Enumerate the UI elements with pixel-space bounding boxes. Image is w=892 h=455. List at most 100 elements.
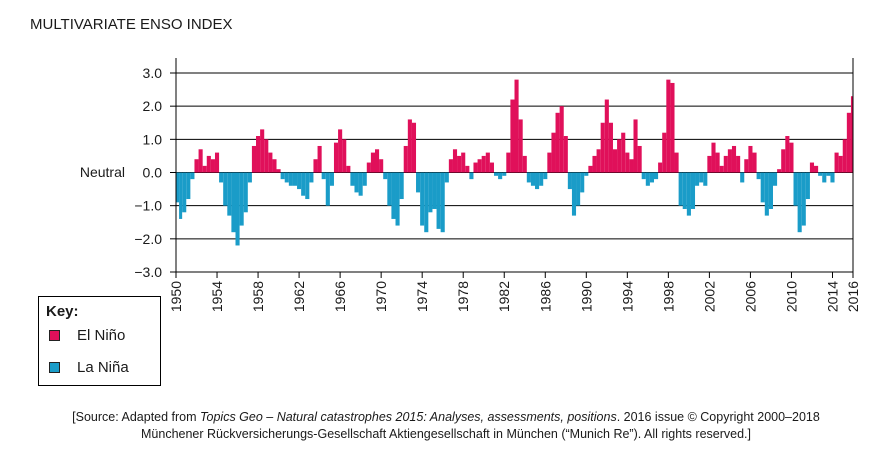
el-nino-bar — [510, 99, 515, 173]
la-nina-bar — [645, 172, 650, 186]
la-nina-bar — [686, 172, 691, 216]
x-tick-label: 1950 — [168, 281, 184, 312]
axes — [170, 58, 854, 278]
el-nino-bar — [547, 152, 552, 173]
el-nino-bar — [342, 139, 347, 173]
el-nino-bar — [485, 152, 490, 173]
el-nino-bar — [260, 129, 265, 173]
el-nino-bar — [834, 152, 839, 173]
el-nino-bar — [789, 142, 794, 173]
la-nina-bar — [395, 172, 400, 226]
el-nino-bar — [407, 119, 412, 173]
x-tick-label: 2010 — [783, 281, 799, 312]
la-nina-bar — [190, 172, 195, 180]
la-nina-bar — [641, 172, 646, 180]
la-nina-bar — [801, 172, 806, 226]
el-nino-bar — [338, 129, 343, 173]
el-nino-bar — [198, 149, 203, 173]
la-nina-bar — [530, 172, 536, 186]
el-nino-bar — [617, 139, 622, 173]
x-tick-label: 1998 — [660, 281, 676, 312]
y-tick-label: −1.0 — [134, 198, 162, 214]
el-nino-bar — [633, 119, 638, 173]
la-nina-swatch — [49, 362, 60, 373]
el-nino-bar — [214, 152, 220, 173]
la-nina-bar — [383, 172, 388, 180]
el-nino-bar — [629, 159, 634, 173]
el-nino-bar — [731, 145, 737, 173]
el-nino-bar — [210, 159, 215, 173]
la-nina-bar — [567, 172, 572, 190]
la-nina-bar — [297, 172, 302, 190]
el-nino-bar — [457, 155, 462, 173]
la-nina-bar — [469, 172, 474, 180]
el-nino-bar — [206, 155, 211, 173]
la-nina-bar — [321, 172, 326, 180]
legend-item-el-nino: El Niño — [49, 327, 125, 344]
la-nina-bar — [223, 172, 228, 206]
la-nina-bar — [309, 172, 314, 183]
el-nino-bar — [481, 155, 486, 173]
el-nino-bar — [276, 169, 281, 173]
la-nina-bar — [219, 172, 224, 183]
el-nino-bar — [625, 152, 630, 173]
y-tick-label: 3.0 — [143, 65, 163, 81]
x-tick-label: 2014 — [824, 281, 840, 312]
la-nina-bar — [695, 172, 700, 186]
la-nina-bar — [768, 172, 773, 209]
la-nina-bar — [580, 172, 585, 193]
la-nina-bar — [305, 172, 310, 200]
x-tick-label: 1978 — [455, 281, 471, 312]
el-nino-bar — [777, 169, 782, 173]
la-nina-bar — [535, 172, 540, 190]
el-nino-bar — [411, 122, 417, 173]
el-nino-bar — [719, 165, 724, 173]
el-nino-bar — [272, 159, 277, 173]
el-nino-bar — [785, 136, 790, 173]
el-nino-bar — [637, 145, 642, 173]
la-nina-bar — [179, 172, 183, 219]
x-tick-label: 1970 — [373, 281, 389, 312]
el-nino-bar — [317, 145, 322, 173]
source-line-2: Münchener Rückversicherungs-Gesellschaft… — [141, 427, 751, 441]
la-nina-bar — [280, 172, 285, 180]
la-nina-bar — [699, 172, 704, 183]
la-nina-bar — [772, 172, 778, 186]
x-tick-label: 1958 — [250, 281, 266, 312]
legend-title: Key: — [46, 303, 79, 320]
la-nina-bar — [239, 172, 244, 226]
neutral-label: Neutral — [80, 164, 125, 180]
el-nino-bar — [588, 165, 593, 173]
el-nino-bar — [809, 162, 815, 173]
el-nino-bar — [748, 145, 753, 173]
source-line-1: [Source: Adapted from Topics Geo – Natur… — [72, 410, 820, 424]
la-nina-bar — [182, 172, 187, 213]
x-tick-label: 1994 — [619, 281, 635, 312]
el-nino-bar — [604, 99, 609, 173]
el-nino-bar — [403, 145, 408, 173]
el-nino-bar — [522, 155, 527, 173]
la-nina-bar — [543, 172, 548, 180]
la-nina-bar — [288, 172, 293, 186]
la-nina-bar — [654, 172, 659, 180]
el-nino-bar — [251, 145, 257, 173]
el-nino-bar — [814, 165, 819, 173]
legend-label-el-nino: El Niño — [77, 327, 126, 344]
el-nino-bar — [612, 149, 618, 173]
la-nina-bar — [440, 172, 445, 233]
la-nina-bar — [247, 172, 252, 183]
la-nina-bar — [576, 172, 581, 206]
el-nino-bar — [744, 159, 749, 173]
el-nino-bar — [711, 142, 716, 173]
la-nina-bar — [350, 172, 355, 186]
x-tick-label: 1982 — [496, 281, 512, 312]
legend: Key: El Niño La Niña — [38, 296, 161, 386]
el-nino-bar — [715, 152, 720, 173]
el-nino-bar — [596, 149, 601, 173]
la-nina-bar — [818, 172, 823, 176]
el-nino-bar — [256, 136, 261, 173]
el-nino-bar — [600, 122, 605, 173]
el-nino-bar — [559, 106, 564, 173]
el-nino-bar — [366, 162, 371, 173]
la-nina-bar — [284, 172, 289, 183]
